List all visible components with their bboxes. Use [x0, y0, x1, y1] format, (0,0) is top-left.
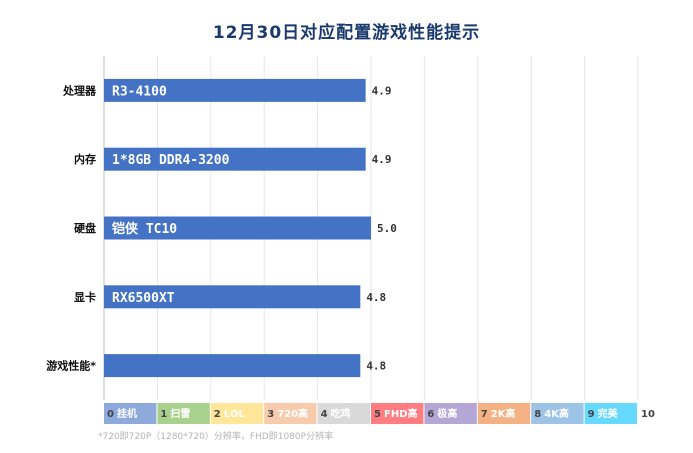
scale-level: 5 [374, 409, 381, 420]
data-label: 4.9 [372, 153, 392, 166]
bar [104, 216, 371, 240]
scale-level: 6 [427, 409, 434, 420]
scale-segment [157, 403, 210, 424]
scale-label: 2K高 [491, 407, 516, 420]
scale-label: 挂机 [117, 407, 137, 420]
data-label: 4.8 [366, 291, 386, 304]
scale-label: FHD高 [384, 407, 418, 420]
scale-level: 0 [107, 409, 114, 420]
scale-label: LOL [224, 409, 246, 420]
chart-title: 12月30日对应配置游戏性能提示 [212, 23, 481, 43]
scale-level: 4 [321, 409, 328, 420]
bar [104, 147, 366, 171]
scale-segment [477, 403, 531, 424]
category-label: 游戏性能* [46, 359, 96, 373]
scale-segment [317, 403, 370, 424]
data-label: 4.8 [366, 360, 386, 373]
scale-segment [584, 403, 637, 424]
data-label: 4.9 [372, 84, 392, 97]
scale-label: 扫雷 [170, 407, 190, 420]
category-label: 处理器 [62, 83, 97, 97]
scale-label: 极高 [437, 407, 457, 420]
scale-level: 1 [160, 409, 167, 420]
scale-level: 9 [588, 409, 595, 420]
scale-level: 7 [481, 409, 488, 420]
bar [104, 78, 366, 102]
category-label: 内存 [74, 152, 96, 166]
scale-segment [104, 403, 157, 424]
category-label: 显卡 [74, 290, 96, 304]
scale-level: 2 [214, 409, 221, 420]
scale-level: 10 [641, 409, 655, 420]
bar [104, 354, 361, 378]
scale-segment [424, 403, 477, 424]
scale-segment [264, 403, 317, 424]
scale-segment [371, 403, 424, 424]
scale-label: 完美 [598, 407, 619, 420]
scale-level: 8 [534, 409, 541, 420]
scale-level: 3 [267, 409, 274, 420]
data-label: 5.0 [377, 222, 397, 235]
bar-inner-label: R3-4100 [112, 84, 167, 99]
category-label: 硬盘 [74, 221, 96, 235]
bar-inner-label: RX6500XT [112, 291, 175, 306]
bar-inner-label: 1*8GB DDR4-3200 [112, 153, 230, 168]
bar [104, 285, 361, 309]
footnote: *720即720P（1280*720）分辨率，FHD即1080P分辨率 [98, 432, 334, 442]
scale-segment [531, 403, 584, 424]
scale-label: 吃鸡 [331, 407, 351, 420]
bar-inner-label: 铠侠 TC10 [112, 221, 177, 237]
scale-segment [210, 403, 264, 424]
scale-label: 4K高 [544, 407, 569, 420]
scale-label: 720高 [277, 407, 308, 420]
